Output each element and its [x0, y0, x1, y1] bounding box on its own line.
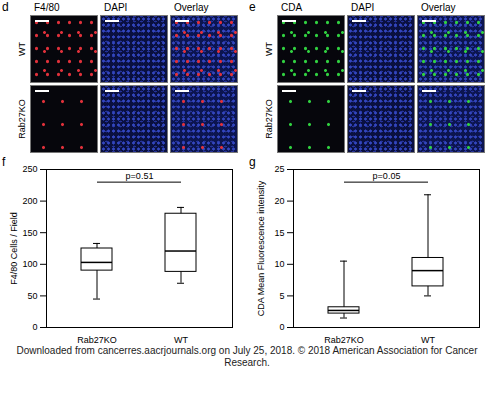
html-text:CDA: CDA	[281, 2, 303, 13]
html-text:Rab27KO: Rab27KO	[264, 99, 274, 139]
svg-text:WT: WT	[174, 335, 188, 345]
svg-text:Rab27KO: Rab27KO	[324, 335, 364, 345]
svg-text:15: 15	[274, 228, 284, 238]
svg-text:20: 20	[274, 196, 284, 206]
html-text:WT: WT	[264, 42, 274, 56]
svg-text:100: 100	[22, 259, 37, 269]
svg-text:0: 0	[32, 322, 37, 332]
html-text:DAPI: DAPI	[351, 2, 375, 13]
html-text:Rab27KO: Rab27KO	[17, 99, 27, 139]
svg-text:p=0.05: p=0.05	[373, 171, 401, 181]
svg-text:p=0.51: p=0.51	[126, 171, 154, 181]
html-text:Overlay: Overlay	[174, 2, 209, 13]
html-text:F4/80: F4/80	[34, 2, 60, 13]
svg-text:Rab27KO: Rab27KO	[77, 335, 117, 345]
html-text:WT: WT	[17, 42, 27, 56]
svg-text:150: 150	[22, 228, 37, 238]
svg-text:5: 5	[279, 291, 284, 301]
html-text:f: f	[2, 155, 6, 169]
html-text:Downloaded from cancerres.aacr: Downloaded from cancerres.aacrjournals.o…	[16, 345, 478, 368]
html-text:Overlay: Overlay	[421, 2, 456, 13]
svg-text:250: 250	[22, 164, 37, 174]
html-text:e: e	[249, 0, 256, 14]
svg-text:200: 200	[22, 196, 37, 206]
svg-text:50: 50	[27, 291, 37, 301]
svg-text:10: 10	[274, 259, 284, 269]
html-text:d: d	[2, 0, 9, 14]
svg-text:CDA Mean Fluorescence intensit: CDA Mean Fluorescence intensity	[256, 180, 266, 316]
svg-text:0: 0	[279, 322, 284, 332]
html-text:g: g	[249, 155, 256, 169]
svg-text:F4/80 Cells / Field: F4/80 Cells / Field	[9, 212, 19, 285]
svg-text:25: 25	[274, 164, 284, 174]
svg-text:WT: WT	[421, 335, 435, 345]
html-text:DAPI: DAPI	[104, 2, 128, 13]
